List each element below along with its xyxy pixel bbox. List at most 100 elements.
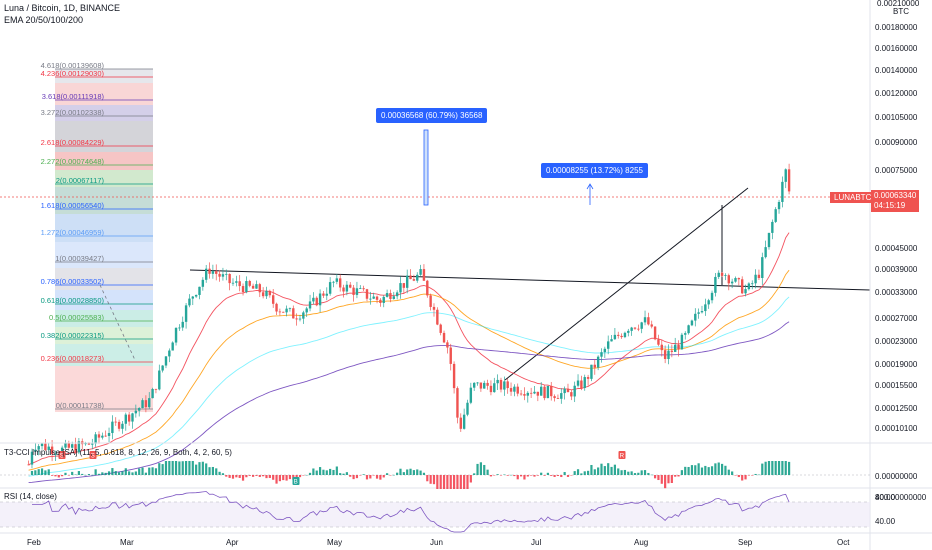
candle-body bbox=[87, 442, 91, 445]
impulse-bar bbox=[530, 475, 533, 476]
measure-range-1[interactable] bbox=[423, 129, 429, 206]
candle-body bbox=[235, 281, 238, 283]
candle-body bbox=[308, 301, 312, 309]
candle-body bbox=[446, 342, 449, 348]
impulse-bar bbox=[613, 464, 616, 475]
candle-body bbox=[158, 370, 161, 390]
impulse-bar bbox=[124, 468, 127, 475]
impulse-bar bbox=[231, 475, 235, 479]
candle-body bbox=[419, 269, 422, 275]
impulse-bar bbox=[365, 475, 369, 480]
candle-body bbox=[278, 311, 282, 313]
impulse-bar bbox=[278, 475, 281, 482]
candle-body bbox=[131, 413, 134, 422]
impulse-panel-label[interactable]: T3-CCI Impulse [SA] (11, 5, 0.618, 8, 12… bbox=[4, 448, 232, 457]
candle-body bbox=[704, 304, 707, 312]
measure-label-1[interactable]: 0.00036568 (60.79%) 36568 bbox=[376, 108, 488, 123]
impulse-bar bbox=[288, 475, 292, 480]
impulse-bar bbox=[731, 471, 734, 475]
impulse-bar bbox=[362, 474, 365, 475]
candle-body bbox=[54, 453, 57, 455]
candle-body bbox=[784, 169, 787, 182]
impulse-bar bbox=[751, 475, 754, 476]
candle-body bbox=[546, 385, 550, 399]
candle-body bbox=[667, 350, 670, 360]
impulse-bar bbox=[463, 475, 466, 489]
candle-body bbox=[151, 388, 154, 399]
price-tick: 0.00090000 bbox=[875, 138, 918, 147]
impulse-bar bbox=[94, 469, 97, 475]
impulse-bar bbox=[590, 464, 593, 475]
impulse-bar bbox=[379, 475, 382, 480]
candle-body bbox=[328, 282, 332, 294]
candle-body bbox=[710, 292, 714, 301]
impulse-bar bbox=[228, 475, 231, 478]
candle-body bbox=[67, 443, 71, 448]
impulse-bar bbox=[248, 475, 251, 476]
candle-body bbox=[720, 272, 724, 276]
candle-body bbox=[556, 398, 560, 399]
candle-body bbox=[643, 317, 647, 323]
impulse-bar bbox=[144, 472, 147, 475]
candle-body bbox=[452, 363, 456, 389]
impulse-bar bbox=[583, 471, 586, 475]
impulse-bar bbox=[643, 470, 647, 475]
candle-body bbox=[164, 356, 168, 366]
candle-body bbox=[137, 408, 141, 411]
candle-body bbox=[596, 356, 600, 368]
candle-body bbox=[359, 288, 362, 290]
price-tick: 0.00180000 bbox=[875, 23, 918, 32]
impulse-bar bbox=[138, 468, 141, 475]
indicator-legend[interactable]: EMA 20/50/100/200 bbox=[4, 15, 84, 25]
candle-body bbox=[489, 385, 493, 393]
candle-body bbox=[211, 271, 215, 274]
impulse-bar bbox=[637, 472, 640, 475]
rsi-panel-label[interactable]: RSI (14, close) bbox=[4, 492, 57, 501]
impulse-bar bbox=[697, 463, 700, 475]
impulse-bar bbox=[134, 471, 137, 475]
candle-body bbox=[466, 402, 469, 415]
candle-body bbox=[171, 342, 174, 351]
impulse-bar bbox=[556, 475, 560, 476]
impulse-bar bbox=[543, 475, 546, 476]
current-price-value: 0.00063340 bbox=[874, 191, 917, 200]
candle-body bbox=[553, 396, 556, 399]
candle-body bbox=[30, 451, 34, 465]
candle-body bbox=[405, 275, 409, 288]
impulse-bar bbox=[503, 474, 506, 476]
impulse-bar bbox=[761, 463, 764, 475]
resistance-trendline[interactable] bbox=[189, 269, 871, 291]
candle-body bbox=[523, 394, 526, 396]
candle-body bbox=[369, 298, 372, 300]
impulse-bar bbox=[657, 475, 660, 481]
impulse-marker-label: S bbox=[60, 454, 64, 460]
impulse-bar bbox=[466, 475, 469, 489]
impulse-bar bbox=[704, 465, 707, 475]
candle-body bbox=[533, 391, 536, 394]
candle-body bbox=[285, 308, 288, 313]
impulse-bar bbox=[717, 462, 720, 475]
candle-body bbox=[34, 449, 37, 452]
impulse-bar bbox=[114, 471, 117, 475]
candle-body bbox=[225, 273, 228, 275]
measure-label-2[interactable]: 0.00008255 (13.72%) 8255 bbox=[541, 163, 648, 178]
impulse-bar bbox=[422, 472, 426, 475]
impulse-bar bbox=[550, 475, 553, 476]
impulse-bar bbox=[305, 474, 308, 476]
impulse-bar bbox=[489, 475, 493, 477]
impulse-bar bbox=[690, 465, 694, 475]
impulse-bar bbox=[221, 473, 225, 475]
candle-body bbox=[479, 382, 483, 389]
impulse-bar bbox=[439, 475, 442, 489]
ascending-trendline[interactable] bbox=[504, 187, 749, 381]
impulse-bar bbox=[81, 473, 84, 475]
fib-level-label: 2(0.00067117) bbox=[55, 176, 104, 185]
candle-body bbox=[141, 400, 144, 409]
candle-body bbox=[349, 284, 352, 288]
impulse-bar bbox=[238, 475, 241, 478]
candle-body bbox=[771, 221, 774, 233]
impulse-bar bbox=[235, 475, 238, 478]
rsi-line bbox=[32, 491, 790, 533]
impulse-bar bbox=[178, 461, 181, 475]
